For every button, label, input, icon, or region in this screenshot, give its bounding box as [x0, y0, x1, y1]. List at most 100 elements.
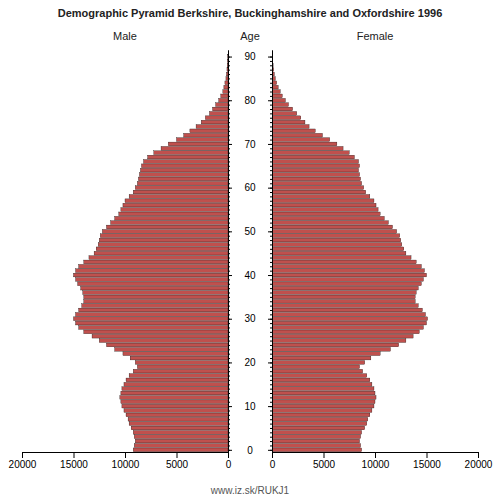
bar: [221, 94, 228, 98]
bar: [272, 365, 360, 369]
bar: [272, 273, 427, 277]
bar: [135, 186, 228, 190]
major-tick: 70: [228, 139, 256, 150]
minor-tick: [270, 419, 272, 420]
bar: [84, 260, 228, 264]
major-tick: [268, 144, 272, 145]
minor-tick: [270, 244, 272, 245]
minor-tick: [270, 293, 272, 294]
tick: 20000: [9, 452, 37, 470]
major-tick: [268, 275, 272, 276]
minor-tick: [270, 140, 272, 141]
bar: [272, 133, 322, 137]
minor-tick: [270, 126, 272, 127]
bar: [76, 278, 228, 282]
bar: [154, 151, 228, 155]
bar: [272, 243, 402, 247]
minor-tick: [270, 201, 272, 202]
bar: [272, 278, 423, 282]
minor-tick: [270, 358, 272, 359]
minor-tick: [270, 397, 272, 398]
minor-tick-mark: [270, 183, 272, 184]
bar: [272, 413, 370, 417]
minor-tick: [270, 236, 272, 237]
bar: [272, 400, 375, 404]
minor-tick-mark: [270, 92, 272, 93]
minor-tick: [270, 175, 272, 176]
major-tick: 20: [228, 357, 256, 368]
tick: 10000: [112, 452, 140, 470]
bar: [102, 229, 228, 233]
minor-tick-mark: [270, 96, 272, 97]
minor-tick: [270, 424, 272, 425]
minor-tick: [270, 445, 272, 446]
minor-tick: [270, 310, 272, 311]
minor-tick-mark: [270, 105, 272, 106]
bar: [272, 374, 367, 378]
major-tick-mark: [228, 57, 232, 58]
chart: Demographic Pyramid Berkshire, Buckingha…: [0, 0, 500, 500]
tick-mark: [478, 452, 479, 458]
major-tick: [268, 319, 272, 320]
minor-tick: [270, 223, 272, 224]
minor-tick-mark: [270, 419, 272, 420]
bar: [272, 326, 423, 330]
bar: [121, 400, 228, 404]
minor-tick-mark: [270, 170, 272, 171]
major-tick-mark: [228, 188, 232, 189]
minor-tick-mark: [270, 332, 272, 333]
tick-mark: [74, 452, 75, 458]
bar: [272, 173, 360, 177]
minor-tick: [270, 402, 272, 403]
minor-tick: [270, 118, 272, 119]
minor-tick-mark: [270, 258, 272, 259]
major-tick-mark: [228, 231, 232, 232]
bar: [134, 444, 228, 448]
bar: [133, 430, 228, 434]
minor-tick-mark: [270, 249, 272, 250]
tick: 10000: [362, 452, 390, 470]
bar: [223, 90, 228, 94]
minor-tick-mark: [270, 113, 272, 114]
bar: [272, 286, 418, 290]
tick-label: 10000: [362, 459, 390, 470]
bar: [115, 347, 228, 351]
bar: [272, 160, 359, 164]
major-tick: [268, 57, 272, 58]
bar: [99, 339, 228, 343]
major-tick: [268, 100, 272, 101]
minor-tick-mark: [270, 445, 272, 446]
minor-tick-mark: [270, 61, 272, 62]
bar: [135, 439, 228, 443]
minor-tick-mark: [270, 74, 272, 75]
bar: [272, 343, 399, 347]
minor-tick: [270, 153, 272, 154]
minor-tick-mark: [270, 310, 272, 311]
minor-tick-mark: [270, 196, 272, 197]
age-axis: 0102030405060708090Age: [228, 30, 273, 456]
bar: [272, 116, 301, 120]
major-tick-mark: [228, 275, 232, 276]
minor-tick: [270, 327, 272, 328]
tick-mark: [324, 452, 325, 458]
tick-mark: [228, 452, 229, 458]
minor-tick-mark: [270, 410, 272, 411]
bar: [272, 177, 361, 181]
bar: [272, 321, 427, 325]
bar: [272, 347, 390, 351]
minor-tick: [270, 113, 272, 114]
bar: [216, 103, 228, 107]
bar: [272, 146, 343, 150]
minor-tick-mark: [270, 297, 272, 298]
minor-tick-mark: [270, 271, 272, 272]
bar: [184, 133, 228, 137]
bar: [272, 138, 330, 142]
minor-tick-mark: [270, 83, 272, 84]
minor-tick-mark: [270, 236, 272, 237]
bar: [272, 313, 425, 317]
bar: [272, 382, 372, 386]
major-tick-mark: [228, 144, 232, 145]
tick-label: 40: [244, 270, 256, 281]
minor-tick-mark: [270, 424, 272, 425]
bar: [272, 151, 349, 155]
